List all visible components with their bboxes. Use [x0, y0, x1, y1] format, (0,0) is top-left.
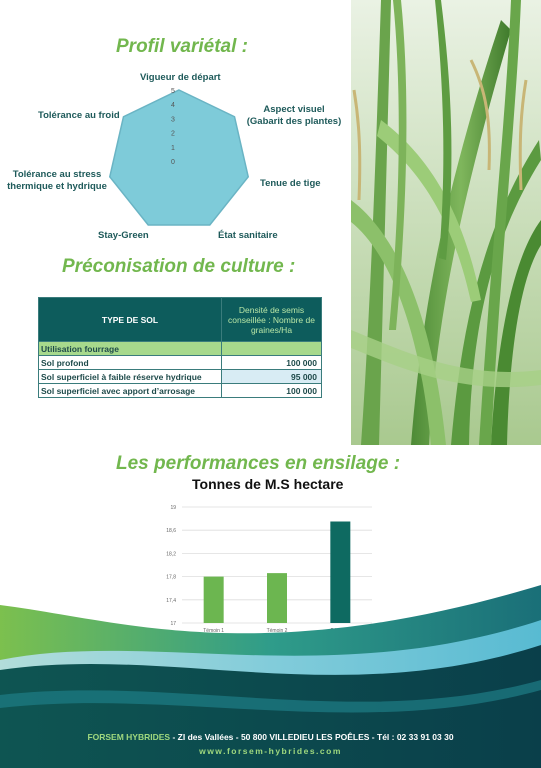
radar-scale-tick: 2 — [171, 131, 175, 138]
radar-axis-label: Tolérance au froid — [38, 110, 120, 121]
sol-type-cell: Sol superficiel avec apport d’arrosage — [38, 383, 222, 398]
y-tick-label: 17,8 — [166, 575, 176, 581]
radar-scale-tick: 0 — [171, 159, 175, 166]
footer-address: - ZI des Vallées - 50 800 VILLEDIEU LES … — [170, 732, 454, 742]
category-label: Utilisation fourrage — [38, 341, 222, 356]
bar-t-moin-1 — [203, 576, 224, 623]
table-header-row: TYPE DE SOL Densité de semis conseillée … — [38, 297, 322, 342]
footer-brand: FORSEM HYBRIDES — [87, 732, 171, 742]
radar-axis-label: Stay-Green — [98, 230, 149, 241]
column-header-density: Densité de semis conseillée : Nombre de … — [221, 297, 322, 342]
x-tick-label: Témoin 2 — [267, 628, 288, 634]
y-tick-label: 17,4 — [166, 598, 176, 604]
radar-scale-tick: 1 — [171, 145, 175, 152]
footer-contact: FORSEM HYBRIDES - ZI des Vallées - 50 80… — [0, 732, 541, 742]
table-category-row: Utilisation fourrage — [38, 341, 322, 356]
bar-t-moin-2 — [267, 573, 287, 623]
radar-axis-label: Vigueur de départ — [140, 72, 221, 83]
density-cell: 100 000 — [221, 355, 322, 370]
radar-axis-label: Aspect visuel (Gabarit des plantes) — [246, 104, 342, 127]
density-cell: 100 000 — [221, 383, 322, 398]
sol-type-cell: Sol superficiel à faible réserve hydriqu… — [38, 369, 222, 384]
radar-axis-label: État sanitaire — [218, 230, 278, 241]
footer-wave-decoration — [0, 585, 541, 768]
radar-scale-tick: 4 — [171, 102, 175, 109]
radar-axis-label: Tolérance au stress thermique et hydriqu… — [7, 169, 107, 192]
radar-series-area — [108, 89, 250, 226]
performances-heading: Les performances en ensilage : — [116, 453, 401, 474]
category-empty-cell — [221, 341, 322, 356]
corn-field-photo — [351, 0, 541, 445]
column-header-sol-type: TYPE DE SOL — [38, 297, 222, 342]
profil-heading: Profil variétal : — [116, 36, 248, 57]
footer-website-link[interactable]: www.forsem-hybrides.com — [199, 746, 342, 756]
bar-daftex — [330, 521, 351, 623]
table-row: Sol superficiel à faible réserve hydriqu… — [38, 369, 322, 384]
y-tick-label: 18,6 — [166, 528, 176, 534]
radar-axis-label: Tenue de tige — [260, 178, 321, 189]
y-tick-label: 18,2 — [166, 551, 176, 557]
table-row: Sol profond 100 000 — [38, 355, 322, 370]
radar-scale-tick: 5 — [171, 88, 175, 95]
chart-title: Tonnes de M.S hectare — [192, 476, 344, 492]
y-tick-label: 19 — [170, 505, 176, 511]
radar-scale-tick: 3 — [171, 116, 175, 123]
y-tick-label: 17 — [170, 621, 176, 627]
density-cell: 95 000 — [221, 369, 322, 384]
preconisation-heading: Préconisation de culture : — [62, 256, 296, 277]
variety-profile-radar: 5 4 3 2 1 0 Vigueur de départ Aspect visuel (… — [0, 60, 350, 250]
table-row: Sol superficiel avec apport d’arrosage 1… — [38, 383, 322, 398]
sol-type-cell: Sol profond — [38, 355, 222, 370]
x-tick-label: Témoin 1 — [203, 628, 224, 634]
seeding-density-table: TYPE DE SOL Densité de semis conseillée … — [38, 297, 322, 398]
